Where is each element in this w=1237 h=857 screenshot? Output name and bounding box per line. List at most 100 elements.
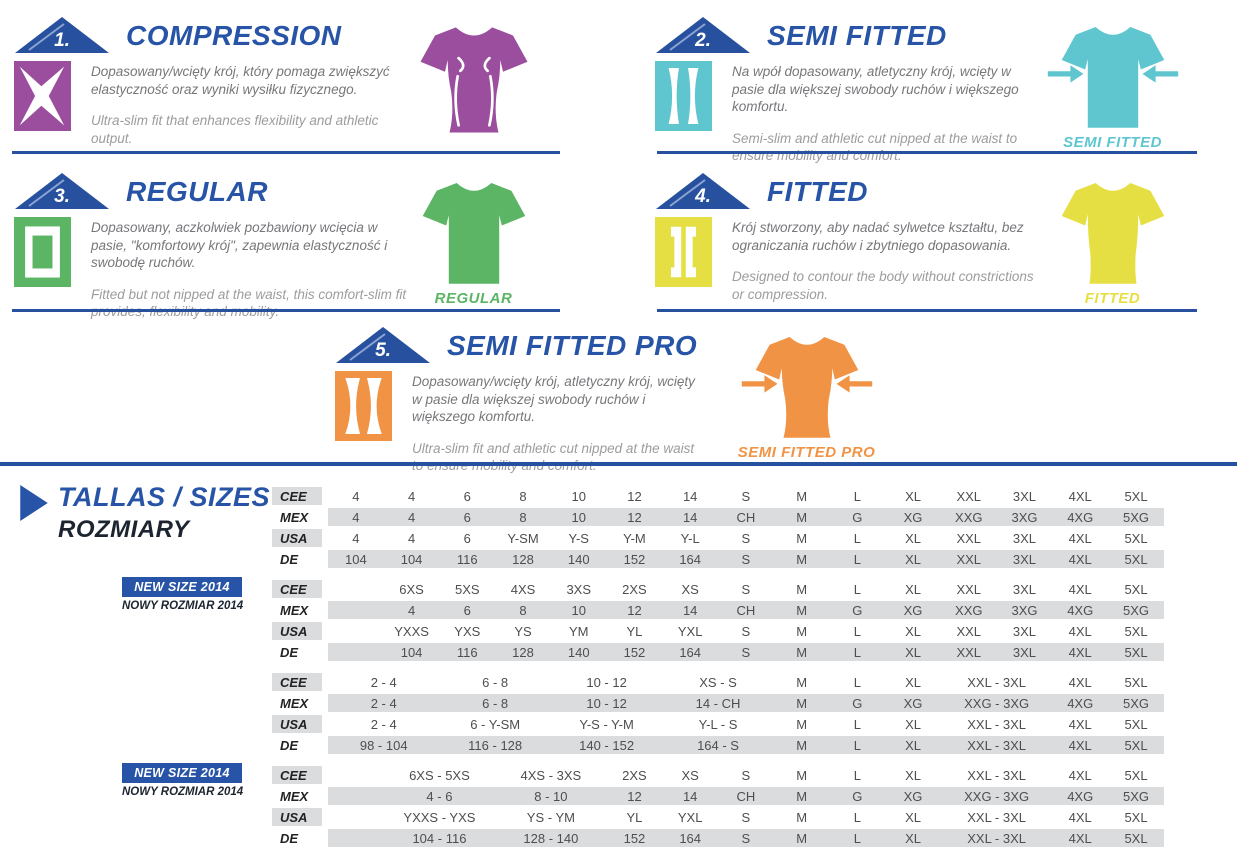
size-cell: 116 bbox=[439, 643, 496, 661]
size-cell bbox=[328, 766, 384, 784]
size-table-subtitle: ROZMIARY bbox=[58, 516, 190, 543]
size-cell: 5XL bbox=[1124, 767, 1148, 783]
size-cell: L bbox=[829, 829, 886, 847]
size-table-section: TALLAS / SIZES ROZMIARY NEW SIZE 2014 NO… bbox=[0, 476, 1237, 857]
section-number: 3. bbox=[54, 186, 70, 207]
fitted-fit-icon bbox=[655, 217, 712, 303]
size-cell: M bbox=[796, 623, 808, 639]
size-cell: 116 bbox=[439, 550, 496, 568]
size-cell: 5XL bbox=[1108, 643, 1164, 661]
region-label: MEX bbox=[272, 694, 328, 712]
new-size-2014-badge-group: NEW SIZE 2014 NOWY ROZMIAR 2014 bbox=[122, 577, 244, 612]
size-cell: XL bbox=[905, 623, 921, 639]
region-label: USA bbox=[272, 529, 328, 547]
size-cell: 4 bbox=[328, 508, 384, 526]
region-label: CEE bbox=[272, 766, 328, 784]
size-cell: YXS bbox=[454, 623, 481, 639]
size-cell: M bbox=[773, 643, 830, 661]
size-cell: XXL - 3XL bbox=[940, 829, 1053, 847]
fit-section-compression: 1. COMPRESSION Dopasowany/wcięty krój, k… bbox=[14, 16, 562, 148]
size-cell: L bbox=[853, 809, 861, 825]
region-label: DE bbox=[272, 736, 328, 754]
size-table-block-4: CEE 6XS - 5XS 4XS - 3XS 2XS XS S M L XL XXL - 3XL… bbox=[272, 763, 1164, 850]
section-title: REGULAR bbox=[126, 176, 268, 207]
size-cell: 5XG bbox=[1108, 508, 1164, 526]
size-cell: XL bbox=[905, 716, 921, 732]
size-cell: 6XS bbox=[399, 581, 424, 597]
size-cell: L bbox=[829, 643, 886, 661]
size-cell: 4XG bbox=[1052, 508, 1109, 526]
size-table-block-2: CEE 6XS 5XS 4XS 3XS 2XS XS S M L XL XXL 3XL 4XL 5XL MEX… bbox=[272, 577, 1164, 664]
region-label: DE bbox=[272, 550, 328, 568]
size-cell: 8 bbox=[495, 508, 551, 526]
new-size-badge: NEW SIZE 2014 bbox=[122, 763, 242, 783]
size-cell: 14 bbox=[662, 508, 719, 526]
size-cell: 10 - 12 bbox=[550, 694, 663, 712]
size-cell: S bbox=[741, 623, 751, 639]
size-cell: YS bbox=[514, 623, 532, 639]
size-cell: 5XL bbox=[1108, 736, 1164, 754]
size-cell: S bbox=[741, 488, 751, 504]
shirt-fit-label: REGULAR bbox=[434, 290, 513, 307]
size-cell: 5XL bbox=[1124, 716, 1148, 732]
size-cell: 5XL bbox=[1124, 530, 1148, 546]
size-cell: 152 bbox=[606, 550, 663, 568]
size-cell: 10 bbox=[550, 601, 607, 619]
size-cell: XXL - 3XL bbox=[967, 716, 1027, 732]
size-cell: 2 - 4 bbox=[370, 674, 397, 690]
size-cell: 2XS bbox=[622, 767, 647, 783]
size-cell: XS bbox=[681, 581, 699, 597]
section-2-number-badge: 2. bbox=[655, 16, 751, 54]
size-cell: XS - S bbox=[699, 674, 737, 690]
size-cell: 5XL bbox=[1108, 829, 1164, 847]
size-cell: 12 bbox=[606, 601, 663, 619]
size-cell: 128 - 140 bbox=[495, 829, 607, 847]
size-cell: S bbox=[741, 581, 751, 597]
region-label: CEE bbox=[272, 673, 328, 691]
new-size-badge-subtitle: NOWY ROZMIAR 2014 bbox=[122, 786, 244, 798]
size-cell: XXL - 3XL bbox=[940, 736, 1053, 754]
size-cell: XL bbox=[885, 829, 941, 847]
size-cell: XG bbox=[885, 694, 941, 712]
size-cell: 4 bbox=[407, 488, 416, 504]
new-size-2014-badge-group: NEW SIZE 2014 NOWY ROZMIAR 2014 bbox=[122, 763, 244, 798]
size-cell: 4 bbox=[383, 601, 440, 619]
size-cell: M bbox=[796, 581, 808, 597]
new-size-badge-subtitle: NOWY ROZMIAR 2014 bbox=[122, 600, 244, 612]
size-cell: 5XG bbox=[1108, 601, 1164, 619]
size-cell: Y-S bbox=[568, 530, 589, 546]
description-en: Semi-slim and athletic cut nipped at the… bbox=[732, 130, 1018, 164]
size-cell: 4 - 6 bbox=[383, 787, 496, 805]
size-cell: XXL bbox=[956, 488, 982, 504]
region-label: USA bbox=[272, 808, 328, 826]
size-cell: 4XS bbox=[510, 581, 536, 597]
size-cell: 4XL bbox=[1068, 674, 1092, 690]
size-cell: 4 bbox=[407, 530, 416, 546]
size-cell: Y-SM bbox=[507, 530, 539, 546]
size-cell: M bbox=[773, 787, 830, 805]
size-cell: 4XL bbox=[1052, 643, 1109, 661]
section-number: 1. bbox=[54, 30, 70, 51]
table-top-divider bbox=[0, 462, 1237, 466]
size-cell: 128 bbox=[495, 643, 551, 661]
size-cell: L bbox=[829, 736, 886, 754]
size-cell: M bbox=[773, 694, 830, 712]
size-cell: XXL bbox=[940, 550, 997, 568]
size-cell bbox=[328, 622, 384, 640]
size-cell bbox=[328, 601, 384, 619]
size-cell: XG bbox=[885, 508, 941, 526]
size-cell: 140 - 152 bbox=[550, 736, 663, 754]
section-divider bbox=[657, 309, 1197, 312]
size-cell: CH bbox=[718, 787, 774, 805]
size-cell: XS bbox=[681, 767, 699, 783]
size-cell: 4XL bbox=[1068, 767, 1092, 783]
size-cell: Y-M bbox=[623, 530, 646, 546]
size-cell: 6XS - 5XS bbox=[409, 767, 470, 783]
size-cell: S bbox=[741, 767, 751, 783]
size-cell: XXG bbox=[940, 508, 997, 526]
size-cell: S bbox=[741, 530, 751, 546]
size-cell: S bbox=[718, 550, 774, 568]
size-cell: 6 bbox=[439, 601, 496, 619]
region-label: MEX bbox=[272, 508, 328, 526]
